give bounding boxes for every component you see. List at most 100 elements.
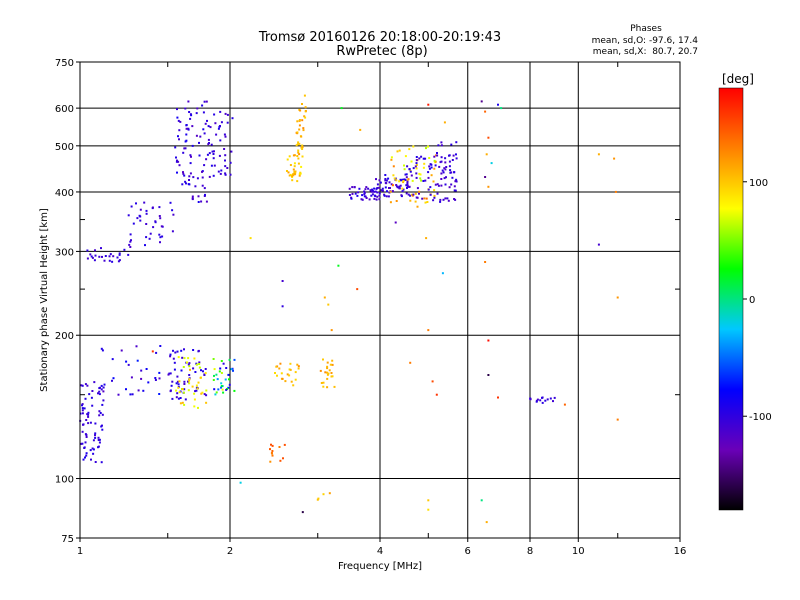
data-point [188,365,191,368]
data-point [296,143,299,146]
data-point [613,157,616,160]
data-point [219,172,222,175]
data-point [188,374,191,376]
data-point [207,125,210,128]
data-point [201,170,203,173]
plot-axes: 1 2 4 6 8 10 16 75 100 200 300 400 500 600 750 [55,58,686,557]
data-point [90,255,93,258]
data-point [183,174,186,177]
data-point [194,185,197,188]
data-point [436,183,439,186]
data-point [440,156,443,159]
data-point [220,386,222,389]
data-point [291,179,294,182]
data-point [448,165,451,168]
data-point [239,481,242,484]
y-tick-label: 300 [55,247,74,258]
data-point [187,128,190,131]
data-point [215,391,218,394]
data-point [432,199,435,202]
data-point [298,124,301,127]
data-point [145,368,148,370]
data-point [116,256,119,259]
data-point [191,385,194,388]
data-point [425,197,428,200]
data-point [177,386,180,389]
data-point [415,196,418,199]
data-point [189,162,192,165]
data-point [100,388,103,391]
data-point [229,173,232,176]
data-point [296,363,299,366]
data-point [169,372,172,375]
data-point [358,187,361,190]
data-point [402,180,405,182]
data-point [198,363,201,365]
data-point [224,173,227,176]
data-point [288,374,291,377]
data-point [301,103,303,105]
data-point [282,457,284,460]
data-point [333,385,336,388]
data-point [490,162,493,165]
data-point [175,389,178,392]
data-point [379,181,382,184]
data-point [429,193,432,196]
data-point [219,367,222,370]
data-point [403,164,405,167]
data-point [350,197,353,200]
y-tick-label: 100 [55,475,74,486]
data-point [442,171,445,174]
data-point [354,192,357,195]
data-point [213,164,216,167]
data-point [317,497,320,500]
data-point [289,368,292,371]
data-point [373,197,376,200]
data-point [404,179,407,181]
data-point [328,369,331,372]
data-point [431,380,434,383]
data-point [205,158,208,161]
data-point [444,161,447,164]
data-point [384,178,387,180]
data-point [158,215,161,217]
data-point [176,380,179,383]
x-tick-label: 16 [674,546,687,557]
data-point [373,190,376,193]
data-point [387,195,390,198]
data-point [288,368,291,371]
data-point [226,113,229,116]
data-point [614,190,617,193]
data-point [326,373,329,376]
data-point [205,100,208,103]
data-point [191,195,194,198]
data-point [299,171,302,174]
data-point [176,392,179,395]
data-point [176,116,179,119]
phase-scatter-points [79,94,619,524]
data-point [101,428,104,431]
data-point [135,202,137,205]
data-point [97,436,100,439]
data-point [184,140,187,143]
data-point [296,180,299,183]
data-point [298,173,301,175]
data-point [323,296,326,299]
data-point [152,226,155,229]
data-point [89,449,92,452]
data-point [281,280,284,282]
data-point [274,372,276,374]
chart-title: Tromsø 20160126 20:18:00-20:19:43 [258,30,501,45]
data-point [195,389,198,392]
data-point [298,174,301,177]
data-point [487,136,490,139]
data-point [196,177,199,180]
data-point [415,159,418,162]
data-point [183,348,185,351]
data-point [176,171,178,174]
data-point [553,396,556,399]
data-point [94,434,96,437]
data-point [356,288,359,291]
data-point [390,156,393,159]
data-point [103,383,106,386]
